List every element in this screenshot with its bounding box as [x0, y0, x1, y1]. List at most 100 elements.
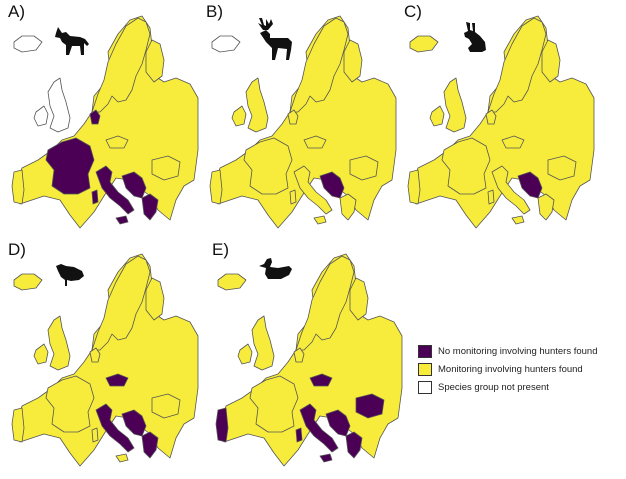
- region-greece: [141, 193, 159, 221]
- region-denmark: [89, 347, 101, 363]
- region-portugal: [407, 169, 421, 205]
- region-ireland: [237, 343, 253, 365]
- region-romania: [547, 155, 577, 181]
- region-scandinavia: [91, 255, 151, 351]
- region-sicily: [511, 215, 525, 225]
- region-sicily: [115, 453, 129, 463]
- region-sicily: [319, 453, 333, 463]
- region-france: [243, 137, 293, 195]
- region-romania: [349, 155, 379, 181]
- region-finland: [541, 39, 561, 83]
- region-czechia: [303, 135, 327, 149]
- deer-icon: [258, 18, 292, 60]
- region-romania: [355, 393, 385, 419]
- region-balkans: [325, 409, 351, 437]
- region-balkans: [121, 171, 147, 199]
- region-finland: [145, 39, 165, 83]
- region-sardinia: [91, 189, 99, 205]
- region-britain: [251, 315, 275, 371]
- region-czechia: [105, 135, 129, 149]
- region-scandinavia: [487, 17, 547, 113]
- region-italy: [95, 165, 135, 215]
- map-panel-d: D): [0, 238, 200, 473]
- legend-label: Species group not present: [438, 382, 549, 393]
- region-sardinia: [289, 189, 297, 205]
- region-czechia: [309, 373, 333, 387]
- hare-icon: [464, 22, 486, 52]
- region-france: [441, 137, 491, 195]
- region-denmark: [293, 347, 305, 363]
- panel-label: E): [212, 240, 229, 259]
- europe-map: [209, 15, 397, 229]
- region-finland: [349, 277, 369, 321]
- region-balkans: [319, 171, 345, 199]
- region-balkans: [517, 171, 543, 199]
- region-iceland: [409, 35, 439, 53]
- map-panel-a: A): [0, 0, 200, 235]
- region-portugal: [11, 169, 25, 205]
- legend-swatch: [418, 345, 432, 358]
- panel-label: B): [206, 2, 223, 21]
- region-italy: [299, 403, 339, 453]
- legend-item: Species group not present: [418, 379, 618, 396]
- region-balkans: [121, 409, 147, 437]
- region-ireland: [231, 105, 247, 127]
- region-sardinia: [487, 189, 495, 205]
- region-sicily: [313, 215, 327, 225]
- region-greece: [339, 193, 357, 221]
- europe-map: [215, 253, 403, 467]
- legend: No monitoring involving hunters found Mo…: [418, 343, 618, 397]
- map-panel-c: C): [396, 0, 596, 235]
- region-britain: [47, 77, 71, 133]
- region-czechia: [105, 373, 129, 387]
- region-sardinia: [91, 427, 99, 443]
- region-italy: [95, 403, 135, 453]
- region-ireland: [429, 105, 445, 127]
- panel-label: C): [404, 2, 422, 21]
- legend-swatch: [418, 363, 432, 376]
- map-panel-e: E): [204, 238, 404, 473]
- region-portugal: [209, 169, 223, 205]
- region-scandinavia: [91, 17, 151, 113]
- legend-label: No monitoring involving hunters found: [438, 346, 598, 357]
- region-portugal: [11, 407, 25, 443]
- region-denmark: [485, 109, 497, 125]
- region-sardinia: [295, 427, 303, 443]
- region-iceland: [13, 35, 43, 53]
- region-portugal: [215, 407, 229, 443]
- duck-icon: [259, 258, 292, 279]
- legend-label: Monitoring involving hunters found: [438, 364, 583, 375]
- legend-item: No monitoring involving hunters found: [418, 343, 618, 360]
- europe-map: [11, 15, 199, 229]
- region-italy: [293, 165, 333, 215]
- region-britain: [47, 315, 71, 371]
- region-finland: [145, 277, 165, 321]
- region-iceland: [217, 273, 247, 291]
- region-scandinavia: [295, 255, 355, 351]
- grouse-icon: [56, 264, 84, 286]
- map-panel-b: B): [198, 0, 398, 235]
- region-finland: [343, 39, 363, 83]
- region-ireland: [33, 343, 49, 365]
- region-greece: [345, 431, 363, 459]
- region-france: [249, 375, 299, 433]
- region-britain: [245, 77, 269, 133]
- region-iceland: [13, 273, 43, 291]
- region-italy: [491, 165, 531, 215]
- europe-map: [407, 15, 595, 229]
- legend-item: Monitoring involving hunters found: [418, 361, 618, 378]
- region-scandinavia: [289, 17, 349, 113]
- region-ireland: [33, 105, 49, 127]
- region-sicily: [115, 215, 129, 225]
- region-france: [45, 375, 95, 433]
- panel-label: A): [8, 2, 25, 21]
- region-denmark: [89, 109, 101, 125]
- panel-label: D): [8, 240, 26, 259]
- region-greece: [141, 431, 159, 459]
- wolf-icon: [55, 27, 89, 55]
- region-iceland: [211, 35, 241, 53]
- region-france: [45, 137, 95, 195]
- region-romania: [151, 393, 181, 419]
- region-romania: [151, 155, 181, 181]
- region-czechia: [501, 135, 525, 149]
